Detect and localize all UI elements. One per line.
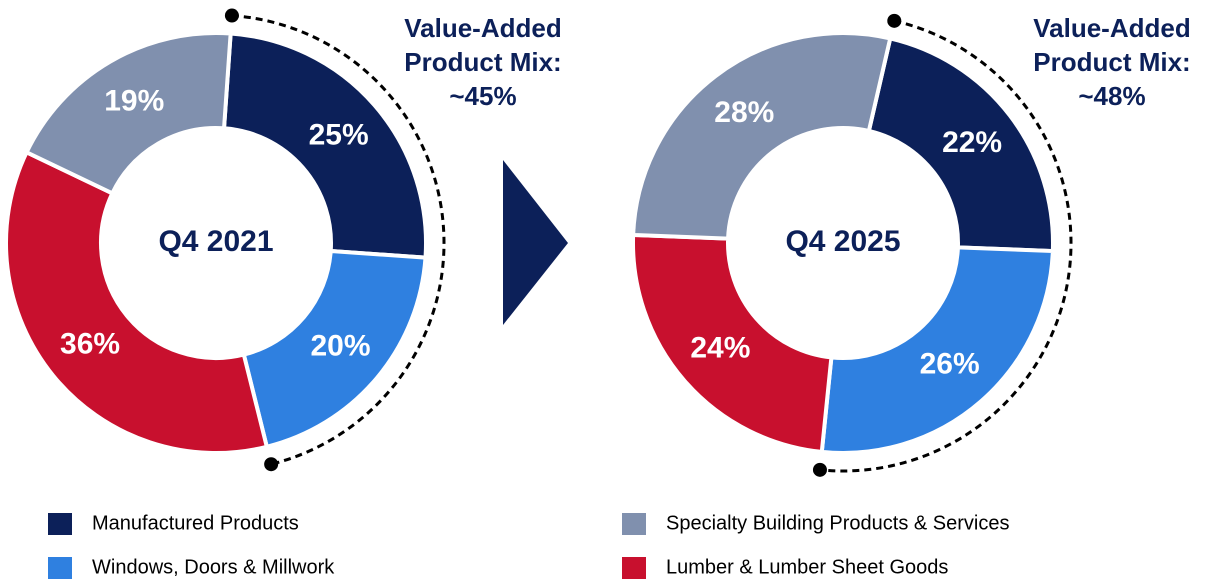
annotation: Value-Added [1033,13,1190,43]
donut-segment [631,31,893,241]
bracket-arc [819,19,1073,473]
legend-swatch [622,513,646,535]
legend-label: Windows, Doors & Millwork [92,556,335,578]
donut-segment [631,232,834,455]
donut-segment [23,31,233,196]
value-label: 19% [104,84,164,117]
value-label: 24% [690,332,750,365]
bracket-arc [231,14,446,466]
annotation: ~45% [449,81,516,111]
value-label: 26% [920,348,980,381]
legend-label: Specialty Building Products & Services [666,512,1010,534]
value-label: 28% [714,96,774,129]
annotation: ~48% [1078,81,1145,111]
bracket-dot [812,462,827,477]
donut-segment [4,149,270,455]
value-label: 36% [60,328,120,361]
bracket-dot [224,8,239,23]
annotation: Product Mix: [1033,47,1190,77]
center-label: Q4 2025 [785,225,900,258]
arrow [503,160,568,325]
bracket-dot [264,457,279,472]
legend-swatch [48,557,72,579]
annotation: Product Mix: [404,47,561,77]
value-label: 25% [309,118,369,151]
bracket-dot [887,13,902,28]
legend-swatch [622,557,646,579]
value-label: 20% [310,329,370,362]
legend-swatch [48,513,72,535]
value-label: 22% [942,126,1002,159]
donut-segment [819,245,1055,455]
donut-segment [221,31,428,260]
annotation: Value-Added [404,13,561,43]
legend-label: Manufactured Products [92,512,299,534]
legend-label: Lumber & Lumber Sheet Goods [666,556,948,578]
donut-segment [866,35,1055,254]
center-label: Q4 2021 [158,225,273,258]
donut-segment [241,248,428,450]
